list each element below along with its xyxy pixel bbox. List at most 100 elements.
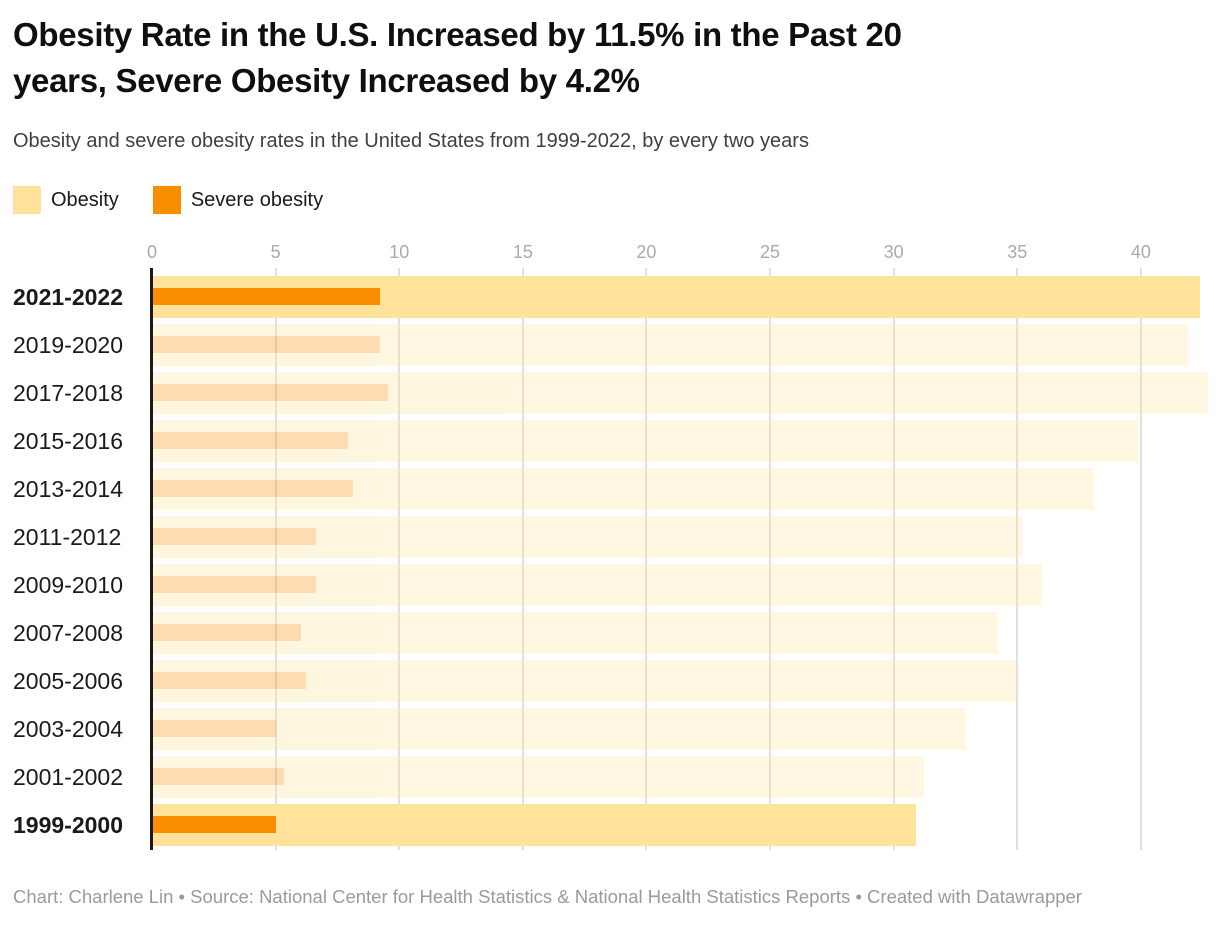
obesity-bar[interactable] — [153, 612, 998, 654]
row-track — [153, 564, 1220, 606]
severe-obesity-bar[interactable] — [153, 576, 316, 593]
chart-row: 2013-2014 — [0, 468, 1220, 510]
x-axis-tick-label: 25 — [760, 242, 781, 262]
row-label: 2013-2014 — [13, 476, 123, 502]
gridline-25 — [769, 268, 772, 850]
chart-row: 2003-2004 — [0, 708, 1220, 750]
obesity-bar[interactable] — [153, 804, 917, 846]
row-bars — [153, 516, 1220, 558]
severe-obesity-bar[interactable] — [153, 816, 277, 833]
row-label: 2001-2002 — [13, 764, 123, 790]
x-axis-tick-label: 10 — [389, 242, 410, 262]
chart-title: Obesity Rate in the U.S. Increased by 11… — [13, 12, 1208, 104]
x-axis-tick-label: 35 — [1007, 242, 1028, 262]
obesity-bar[interactable] — [153, 420, 1139, 462]
row-label: 2019-2020 — [13, 332, 123, 358]
obesity-bar[interactable] — [153, 564, 1043, 606]
row-track — [153, 324, 1220, 366]
severe-obesity-bar[interactable] — [153, 336, 381, 353]
row-bars — [153, 372, 1220, 414]
row-label: 2021-2022 — [13, 284, 123, 310]
row-track — [153, 420, 1220, 462]
row-bars — [153, 660, 1220, 702]
row-label: 2017-2018 — [13, 380, 123, 406]
row-track — [153, 708, 1220, 750]
gridline-20 — [645, 268, 648, 850]
legend-swatch-icon — [13, 186, 41, 214]
row-label: 2007-2008 — [13, 620, 123, 646]
severe-obesity-bar[interactable] — [153, 624, 302, 641]
row-track — [153, 804, 1220, 846]
x-axis-zero-line — [150, 268, 153, 850]
row-bars — [153, 756, 1220, 798]
obesity-bar[interactable] — [153, 660, 1018, 702]
chart-title-line-2: years, Severe Obesity Increased by 4.2% — [13, 62, 640, 99]
gridline-5 — [274, 268, 277, 850]
row-label: 2009-2010 — [13, 572, 123, 598]
gridline-10 — [398, 268, 401, 850]
row-track — [153, 372, 1220, 414]
row-bars — [153, 804, 1220, 846]
row-bars — [153, 276, 1220, 318]
x-axis-tick-label: 40 — [1130, 242, 1151, 262]
obesity-bar[interactable] — [153, 468, 1095, 510]
row-label: 1999-2000 — [13, 812, 123, 838]
legend: Obesity Severe obesity — [13, 186, 323, 214]
chart-row: 1999-2000 — [0, 804, 1220, 846]
severe-obesity-bar[interactable] — [153, 480, 354, 497]
x-axis-tick-label: 15 — [512, 242, 533, 262]
severe-obesity-bar[interactable] — [153, 528, 316, 545]
gridline-30 — [892, 268, 895, 850]
row-track — [153, 612, 1220, 654]
row-track — [153, 516, 1220, 558]
row-track — [153, 756, 1220, 798]
obesity-bar[interactable] — [153, 516, 1023, 558]
row-track — [153, 468, 1220, 510]
obesity-bar[interactable] — [153, 708, 966, 750]
x-axis-tick-label: 30 — [883, 242, 904, 262]
severe-obesity-bar[interactable] — [153, 672, 307, 689]
chart-row: 2017-2018 — [0, 372, 1220, 414]
chart-subtitle: Obesity and severe obesity rates in the … — [13, 130, 809, 152]
x-axis-tick-label: 0 — [146, 242, 158, 262]
x-axis-tick-label: 5 — [270, 242, 281, 262]
row-label: 2003-2004 — [13, 716, 123, 742]
attribution-footer: Chart: Charlene Lin • Source: National C… — [13, 886, 1082, 907]
obesity-bar[interactable] — [153, 756, 924, 798]
legend-swatch-icon — [152, 186, 181, 214]
severe-obesity-bar[interactable] — [153, 432, 349, 449]
chart-row: 2009-2010 — [0, 564, 1220, 606]
severe-obesity-bar[interactable] — [153, 720, 277, 737]
obesity-bar[interactable] — [153, 324, 1188, 366]
obesity-bar[interactable] — [153, 372, 1208, 414]
chart-row: 2019-2020 — [0, 324, 1220, 366]
chart-row: 2011-2012 — [0, 516, 1220, 558]
severe-obesity-bar[interactable] — [153, 288, 381, 305]
chart-row: 2007-2008 — [0, 612, 1220, 654]
gridline-35 — [1016, 268, 1019, 850]
gridline-15 — [521, 268, 524, 850]
gridline-40 — [1139, 268, 1142, 850]
row-label: 2015-2016 — [13, 428, 123, 454]
chart-title-line-1: Obesity Rate in the U.S. Increased by 11… — [13, 16, 902, 53]
x-axis-tick-label: 20 — [636, 242, 657, 262]
row-label: 2005-2006 — [13, 668, 123, 694]
severe-obesity-bar[interactable] — [153, 768, 284, 785]
chart-row: 2001-2002 — [0, 756, 1220, 798]
severe-obesity-bar[interactable] — [153, 384, 388, 401]
row-bars — [153, 708, 1220, 750]
row-track — [153, 660, 1220, 702]
chart-row: 2005-2006 — [0, 660, 1220, 702]
row-bars — [153, 324, 1220, 366]
legend-item-label: Severe obesity — [190, 188, 324, 211]
chart-row: 2015-2016 — [0, 420, 1220, 462]
row-bars — [153, 468, 1220, 510]
row-bars — [153, 612, 1220, 654]
row-label: 2011-2012 — [13, 524, 122, 550]
row-bars — [153, 564, 1220, 606]
row-track — [153, 276, 1220, 318]
row-bars — [153, 420, 1220, 462]
legend-item-0: Obesity — [13, 186, 119, 214]
chart-row: 2021-2022 — [0, 276, 1220, 318]
legend-item-1: Severe obesity — [152, 186, 324, 214]
